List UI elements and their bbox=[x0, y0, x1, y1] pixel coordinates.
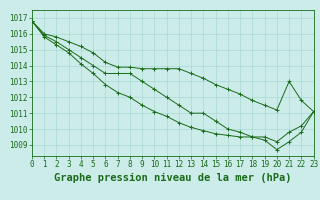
X-axis label: Graphe pression niveau de la mer (hPa): Graphe pression niveau de la mer (hPa) bbox=[54, 173, 292, 183]
